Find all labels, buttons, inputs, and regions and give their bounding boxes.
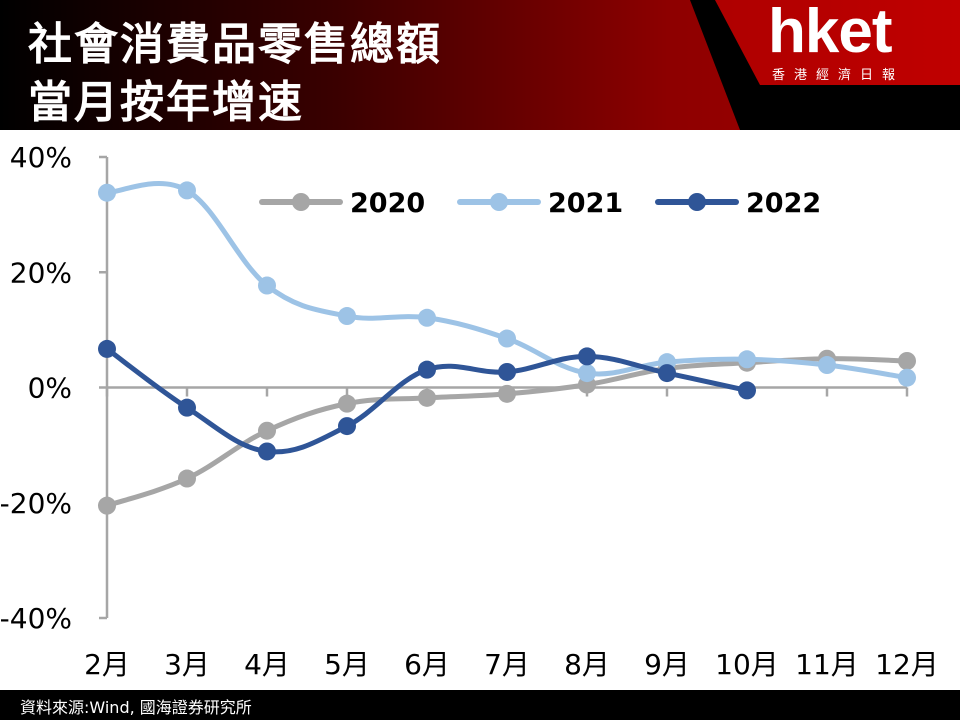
y-tick-label: 0% bbox=[28, 372, 72, 405]
y-tick-label: 20% bbox=[10, 256, 72, 289]
x-tick-label: 9月 bbox=[644, 648, 690, 681]
data-point-2022 bbox=[658, 364, 676, 383]
data-point-2021 bbox=[818, 356, 836, 375]
hket-logo-subtitle: 香港經濟日報 bbox=[772, 68, 905, 83]
x-tick-label: 12月 bbox=[875, 648, 939, 681]
y-tick-label: -40% bbox=[0, 602, 72, 635]
hket-logo: hket bbox=[768, 0, 892, 66]
x-tick-label: 7月 bbox=[484, 648, 530, 681]
legend: 2020 2021 2022 bbox=[259, 188, 821, 219]
data-point-2022 bbox=[258, 442, 276, 461]
data-point-2020 bbox=[98, 496, 116, 515]
data-point-2022 bbox=[178, 398, 196, 417]
x-tick-label: 6月 bbox=[404, 648, 450, 681]
data-point-2020 bbox=[418, 388, 436, 407]
x-tick-label: 5月 bbox=[324, 648, 370, 681]
y-axis: 40% 20% 0% -20% -40% bbox=[0, 141, 109, 635]
data-point-2022 bbox=[98, 339, 116, 358]
x-tick-label: 11月 bbox=[795, 648, 859, 681]
data-point-2020 bbox=[178, 469, 196, 488]
x-tick-label: 3月 bbox=[164, 648, 210, 681]
line-chart: 40% 20% 0% -20% -40% 2月 3月 4月 5月 6月 7月 8月 9月 10月 11月 1… bbox=[0, 141, 939, 681]
logo-background bbox=[715, 0, 960, 85]
x-tick-label: 2月 bbox=[84, 648, 130, 681]
footer-bar: 資料來源:Wind, 國海證券研究所 bbox=[0, 690, 960, 720]
legend-label-2022: 2022 bbox=[746, 188, 821, 219]
data-point-2021 bbox=[98, 183, 116, 202]
data-point-2021 bbox=[258, 276, 276, 295]
data-point-2022 bbox=[338, 417, 356, 436]
legend-label-2020: 2020 bbox=[350, 188, 425, 219]
data-point-2021 bbox=[738, 350, 756, 369]
data-point-2021 bbox=[338, 307, 356, 326]
header-banner: 社會消費品零售總額 當月按年增速 hket 香港經濟日報 bbox=[0, 0, 960, 130]
data-point-2021 bbox=[178, 181, 196, 200]
x-axis: 2月 3月 4月 5月 6月 7月 8月 9月 10月 11月 12月 bbox=[84, 386, 939, 681]
y-tick-label: 40% bbox=[10, 141, 72, 174]
x-tick-label: 10月 bbox=[715, 648, 779, 681]
data-point-2021 bbox=[498, 329, 516, 348]
y-tick-label: -20% bbox=[0, 487, 72, 520]
chart-subtitle: 當月按年增速 bbox=[28, 77, 304, 128]
data-point-2020 bbox=[498, 384, 516, 403]
legend-marker-2022 bbox=[688, 193, 706, 211]
x-tick-label: 8月 bbox=[564, 648, 610, 681]
data-point-2022 bbox=[578, 347, 596, 366]
data-point-2022 bbox=[498, 362, 516, 381]
source-note: 資料來源:Wind, 國海證券研究所 bbox=[20, 698, 252, 717]
data-point-2020 bbox=[898, 351, 916, 370]
x-tick-label: 4月 bbox=[244, 648, 290, 681]
data-point-2021 bbox=[418, 308, 436, 327]
series-lines bbox=[98, 180, 916, 515]
chart-title: 社會消費品零售總額 bbox=[28, 19, 442, 70]
data-point-2022 bbox=[738, 381, 756, 400]
data-point-2022 bbox=[418, 360, 436, 379]
data-point-2021 bbox=[578, 364, 596, 383]
legend-marker-2021 bbox=[490, 193, 508, 211]
legend-marker-2020 bbox=[292, 193, 310, 211]
data-point-2020 bbox=[258, 421, 276, 440]
data-point-2021 bbox=[898, 368, 916, 387]
legend-label-2021: 2021 bbox=[548, 188, 623, 219]
data-point-2020 bbox=[338, 394, 356, 413]
